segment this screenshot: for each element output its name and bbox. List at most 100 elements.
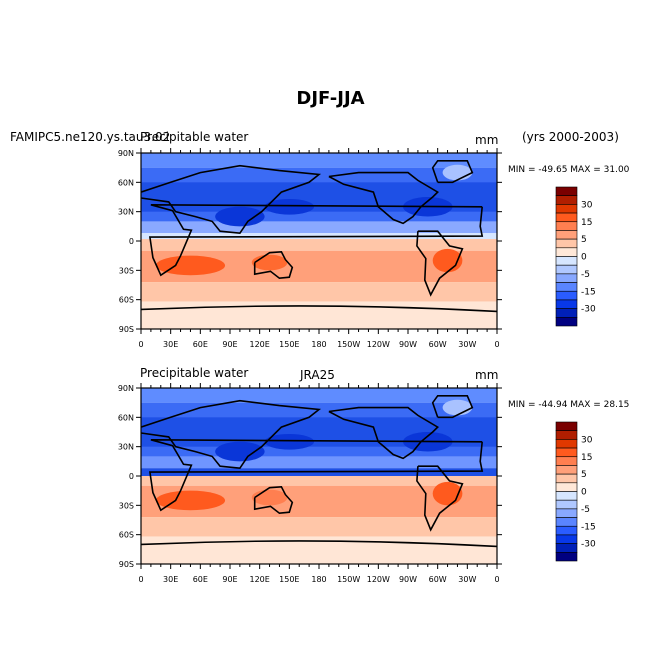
- colorbar-label: -15: [581, 287, 596, 297]
- colorbar-label: 15: [581, 218, 592, 228]
- panel1-stats: MIN = -49.65 MAX = 31.00: [508, 165, 630, 175]
- lat-tick-label: 0: [129, 472, 134, 481]
- colorbar-label: 30: [581, 435, 593, 445]
- colorbar-label: -5: [581, 505, 590, 515]
- coastline: [431, 160, 474, 184]
- coastline: [416, 465, 464, 532]
- coastline: [148, 439, 484, 512]
- colorbar-box: [555, 308, 578, 318]
- colorbar-label: 0: [581, 253, 587, 263]
- contour-band: [141, 456, 497, 469]
- lon-tick-label: 150E: [279, 340, 299, 349]
- contour-band: [141, 282, 497, 302]
- colorbar-box: [555, 247, 578, 257]
- colorbar-box: [555, 439, 578, 449]
- field-layer: [141, 153, 497, 329]
- lon-tick-label: 120W: [367, 575, 390, 584]
- lon-tick-label: 0: [138, 575, 143, 584]
- lon-tick-label: 150E: [279, 575, 299, 584]
- contour-region: [251, 254, 288, 271]
- panel1-units: mm: [475, 133, 499, 147]
- colorbar-label: 0: [581, 488, 587, 498]
- colorbar-label: 5: [581, 235, 587, 245]
- colorbar-box: [555, 430, 578, 440]
- colorbar-box: [555, 282, 578, 292]
- coastline: [148, 204, 484, 277]
- lon-tick-label: 150W: [337, 575, 360, 584]
- contour-region: [155, 255, 226, 276]
- lon-tick-label: 30E: [163, 575, 178, 584]
- colorbar-label: -15: [581, 522, 596, 532]
- lon-tick-label: 30W: [458, 340, 476, 349]
- colorbar-label: 5: [581, 470, 587, 480]
- colorbar-box: [555, 447, 578, 458]
- contour-region: [155, 490, 226, 511]
- panel1-case-title: FAMIPC5.ne120.ys.tau3.02: [10, 130, 171, 144]
- contour-band: [141, 476, 497, 486]
- lon-tick-label: 0: [494, 340, 499, 349]
- colorbar-box: [555, 465, 578, 475]
- lon-tick-label: 120E: [250, 340, 270, 349]
- colorbar-box: [555, 317, 578, 327]
- colorbar-box: [555, 238, 578, 249]
- lat-tick-label: 30S: [119, 501, 134, 510]
- colorbar-box: [555, 212, 578, 223]
- contour-band: [141, 388, 497, 403]
- field-layer: [141, 388, 497, 564]
- lon-tick-label: 30E: [163, 340, 178, 349]
- panel1-years: (yrs 2000-2003): [522, 130, 619, 144]
- coastline: [328, 171, 440, 225]
- colorbar-label: -30: [581, 540, 596, 550]
- colorbar-box: [555, 517, 578, 527]
- colorbar-box: [555, 473, 578, 484]
- lat-tick-label: 60S: [119, 296, 134, 305]
- lon-tick-label: 90E: [222, 340, 237, 349]
- lat-tick-label: 60N: [118, 413, 134, 422]
- contour-region: [251, 489, 288, 506]
- map-panel-2: 90N 60N 30N 0 30S 60S 90S 0 30E 60E 90E 120E 150E 180…: [118, 383, 596, 584]
- lon-tick-label: 30W: [458, 575, 476, 584]
- lon-tick-label: 120W: [367, 340, 390, 349]
- coastline: [141, 399, 322, 470]
- lon-tick-label: 0: [494, 575, 499, 584]
- contour-region: [215, 206, 265, 227]
- contour-region: [442, 164, 473, 181]
- colorbar-box: [555, 543, 578, 553]
- lon-tick-label: 90W: [399, 340, 417, 349]
- colorbar-box: [555, 290, 578, 301]
- colorbar-box: [555, 273, 578, 283]
- coastline: [253, 250, 294, 280]
- coastline: [141, 164, 322, 235]
- lat-tick-label: 60N: [118, 178, 134, 187]
- colorbar-box: [555, 186, 578, 196]
- panel2-variable-title: Precipitable water: [140, 366, 249, 380]
- colorbar-box: [555, 256, 578, 266]
- contour-region: [215, 441, 265, 462]
- lon-tick-label: 60W: [429, 575, 447, 584]
- colorbar-box: [555, 456, 578, 466]
- lat-tick-label: 60S: [119, 531, 134, 540]
- colorbar-box: [555, 204, 578, 214]
- contour-region: [264, 433, 315, 450]
- lon-tick-label: 60E: [193, 340, 208, 349]
- lon-tick-label: 90W: [399, 575, 417, 584]
- lat-tick-label: 30N: [118, 208, 134, 217]
- lon-tick-label: 60E: [193, 575, 208, 584]
- colorbar-label: 15: [581, 453, 592, 463]
- panel2-units: mm: [475, 368, 499, 382]
- lon-tick-label: 150W: [337, 340, 360, 349]
- lon-tick-label: 120E: [250, 575, 270, 584]
- coastline: [431, 395, 474, 419]
- lon-tick-label: 0: [138, 340, 143, 349]
- antarctica-coastline: [141, 305, 497, 313]
- antarctica-coastline: [141, 540, 497, 548]
- lat-tick-label: 90N: [118, 384, 134, 393]
- colorbar-box: [555, 499, 578, 510]
- colorbar-box: [555, 534, 578, 544]
- lat-tick-label: 0: [129, 237, 134, 246]
- colorbar-box: [555, 195, 578, 205]
- lat-tick-label: 90S: [119, 325, 134, 334]
- contour-region: [264, 198, 315, 215]
